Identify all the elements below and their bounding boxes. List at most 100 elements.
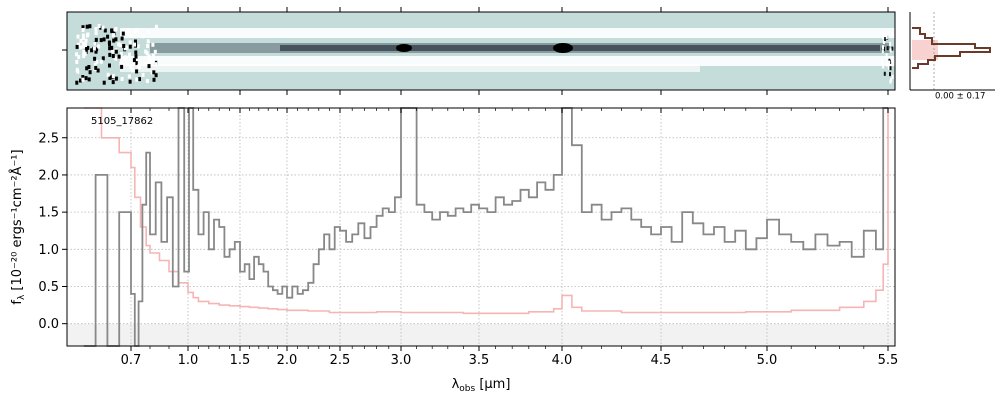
x-tick-label: 3.5 bbox=[469, 353, 490, 368]
zero-band bbox=[67, 324, 895, 346]
twod-noise-pixel bbox=[86, 45, 90, 50]
twod-noise-pixel bbox=[75, 44, 79, 49]
twod-noise-pixel bbox=[94, 49, 98, 54]
twod-noise-pixel bbox=[888, 60, 891, 65]
twod-noise-pixel bbox=[79, 78, 82, 83]
twod-noise-pixel bbox=[108, 75, 112, 80]
axes-ticks: 0.7 1.0 1.5 2.0 2.5 3.0 3.5 4.0 4.5 5.0 5.5 0.0 0.5 1… bbox=[38, 108, 898, 368]
twod-noise-pixel bbox=[81, 33, 85, 38]
twod-noise-pixel bbox=[114, 27, 118, 32]
twod-noise-pixel bbox=[99, 38, 103, 43]
x-tick-label: 5.5 bbox=[878, 353, 899, 368]
twod-noise-pixel bbox=[108, 46, 112, 51]
error-spectrum-line bbox=[83, 107, 889, 315]
y-tick-label: 0.5 bbox=[38, 280, 59, 295]
twod-noise-pixel bbox=[881, 49, 884, 54]
twod-noise-pixel bbox=[93, 63, 97, 67]
twod-noise-pixel bbox=[117, 54, 121, 59]
twod-noise-pixel bbox=[890, 57, 893, 62]
twod-noise-pixel bbox=[99, 25, 103, 30]
twod-noise-pixel bbox=[85, 66, 89, 71]
twod-noise-pixel bbox=[76, 34, 80, 39]
twod-noise-pixel bbox=[75, 59, 79, 64]
twod-noise-pixel bbox=[108, 42, 111, 47]
twod-noise-pixel bbox=[128, 40, 132, 45]
twod-noise-pixel bbox=[111, 80, 115, 85]
twod-noise-pixel bbox=[124, 29, 128, 33]
twod-noise-pixel bbox=[891, 74, 894, 79]
y-tick-label: 1.0 bbox=[38, 243, 59, 258]
twod-noise-pixel bbox=[95, 47, 99, 52]
twod-noise-pixel bbox=[81, 75, 85, 79]
twod-noise-pixel bbox=[887, 63, 890, 68]
twod-noise-pixel bbox=[135, 77, 139, 82]
twod-noise-pixel bbox=[114, 56, 118, 61]
twod-noise-pixel bbox=[885, 35, 888, 40]
twod-noise-pixel bbox=[135, 27, 139, 32]
twod-noise-pixel bbox=[141, 34, 145, 39]
y-tick-label: 2.5 bbox=[38, 131, 59, 146]
twod-noise-pixel bbox=[87, 77, 91, 82]
twod-noise-pixel bbox=[127, 74, 131, 79]
twod-noise-pixel bbox=[882, 64, 885, 69]
twod-noise-pixel bbox=[132, 61, 136, 66]
twod-noise-pixel bbox=[117, 42, 121, 47]
twod-noise-pixel bbox=[79, 38, 83, 43]
plot-frame bbox=[66, 107, 896, 347]
profile-panel: 0.00 ± 0.17 bbox=[909, 12, 995, 102]
x-tick-label: 0.7 bbox=[121, 353, 142, 368]
twod-noise-pixel bbox=[882, 40, 885, 44]
twod-emission bbox=[553, 43, 573, 53]
twod-noise-pixel bbox=[883, 71, 886, 76]
twod-noise-pixel bbox=[131, 68, 135, 73]
twod-noise-pixel bbox=[152, 77, 156, 82]
twod-noise-pixel bbox=[147, 64, 151, 69]
twod-noise-pixel bbox=[134, 39, 137, 44]
twod-noise-pixel bbox=[84, 43, 87, 47]
twod-noise-pixel bbox=[137, 64, 141, 69]
twod-noise-pixel bbox=[77, 55, 81, 60]
twod-emission bbox=[396, 44, 412, 52]
twod-noise-pixel bbox=[88, 70, 92, 75]
twod-noise-pixel bbox=[135, 69, 139, 74]
twod-noise-pixel bbox=[889, 72, 891, 77]
twod-noise-pixel bbox=[82, 52, 86, 57]
twod-noise-pixel bbox=[154, 73, 158, 78]
x-tick-label: 4.0 bbox=[552, 353, 573, 368]
twod-noise-pixel bbox=[85, 24, 89, 29]
twod-noise-pixel bbox=[884, 37, 887, 41]
twod-noise-pixel bbox=[889, 66, 892, 71]
twod-noise-pixel bbox=[82, 44, 86, 49]
twod-noise-pixel bbox=[101, 56, 105, 61]
twod-band bbox=[120, 28, 895, 38]
twod-noise-pixel bbox=[120, 64, 124, 69]
twod-noise-pixel bbox=[114, 76, 118, 81]
twod-noise-pixel bbox=[95, 59, 99, 64]
twod-noise-pixel bbox=[93, 41, 97, 46]
x-tick-label: 1.0 bbox=[178, 353, 199, 368]
twod-noise-pixel bbox=[75, 80, 79, 85]
twod-noise-pixel bbox=[154, 24, 158, 29]
twod-noise-pixel bbox=[134, 61, 138, 66]
twod-frame bbox=[66, 11, 896, 91]
y-axis-label: fλ [10⁻²⁰ ergs⁻¹cm⁻²Å⁻¹] bbox=[9, 149, 27, 304]
profile-content bbox=[912, 12, 991, 90]
twod-noise-pixel bbox=[121, 31, 125, 36]
twod-noise-pixel bbox=[154, 62, 158, 67]
x-axis-label: λobs [μm] bbox=[452, 377, 511, 394]
twod-noise-pixel bbox=[147, 54, 151, 59]
twod-noise-pixel bbox=[87, 65, 91, 69]
twod-noise-pixel bbox=[127, 31, 131, 36]
y-tick-label: 1.5 bbox=[38, 206, 59, 221]
twod-noise-pixel bbox=[147, 30, 150, 35]
twod-noise-pixel bbox=[133, 42, 136, 47]
twod-noise-pixel bbox=[123, 46, 127, 51]
twod-noise-pixel bbox=[891, 32, 894, 37]
twod-noise-pixel bbox=[110, 28, 114, 33]
twod-noise-pixel bbox=[119, 61, 123, 66]
oned-spectrum-panel: 0.7 1.0 1.5 2.0 2.5 3.0 3.5 4.0 4.5 5.0 5.5 0.0 0.5 1… bbox=[38, 107, 898, 368]
twod-noise-pixel bbox=[81, 25, 85, 30]
twod-noise-pixel bbox=[111, 74, 115, 79]
twod-noise-pixel bbox=[891, 46, 894, 51]
twod-noise-pixel bbox=[76, 42, 80, 47]
